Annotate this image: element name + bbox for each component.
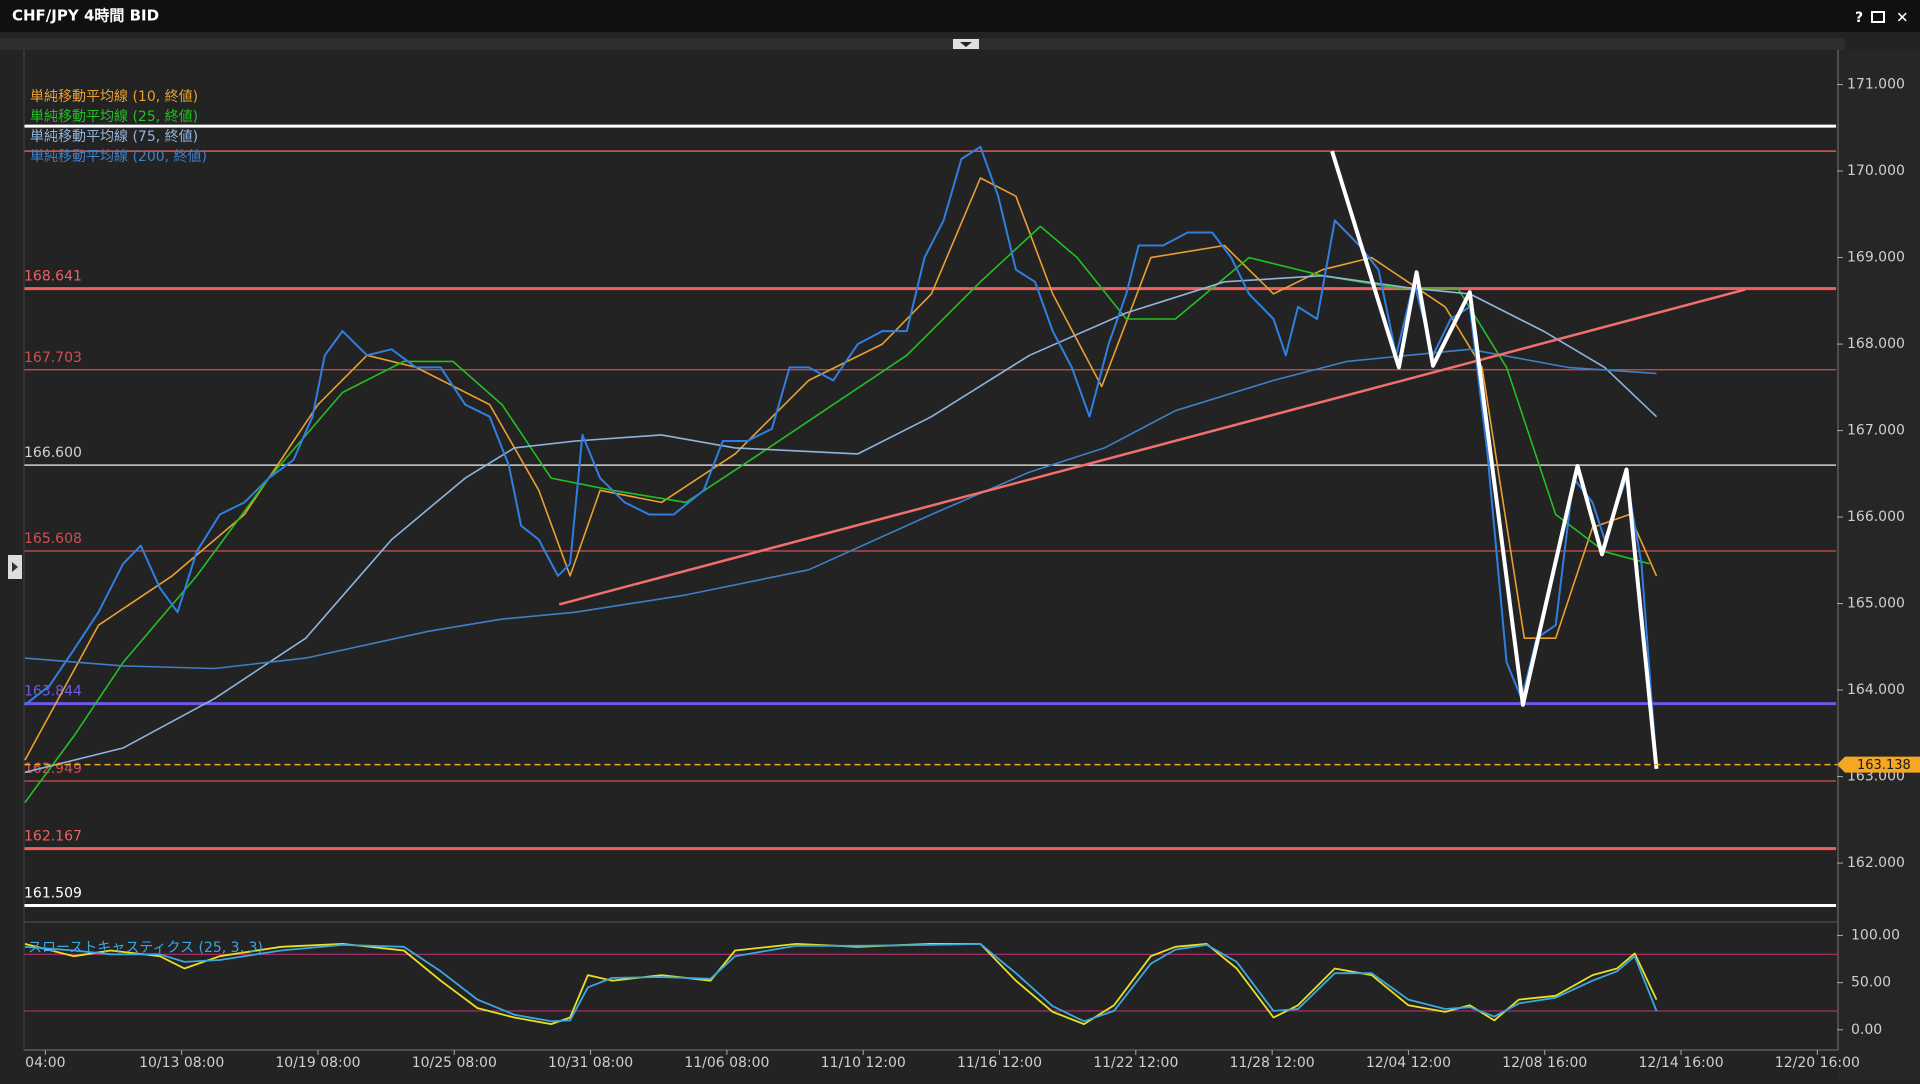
right-axis-area — [1838, 50, 1920, 1080]
x-tick-label: 10/31 08:00 — [548, 1055, 633, 1071]
level-label: 165.608 — [24, 531, 82, 547]
x-tick-label: 10/13 08:00 — [139, 1055, 224, 1071]
y-tick-label: 162.000 — [1847, 855, 1905, 871]
oscillator-line — [24, 943, 1658, 1023]
y-tick-label: 165.000 — [1847, 596, 1905, 612]
y-tick-label: 168.000 — [1847, 336, 1905, 352]
y-tick-label: 170.000 — [1847, 163, 1905, 179]
y-tick-label: 50.00 — [1851, 975, 1891, 991]
moving-average-line — [24, 225, 1650, 803]
legend-entry: 単純移動平均線 (75, 終値) — [30, 129, 198, 145]
level-label: 166.600 — [24, 445, 82, 461]
moving-average-line — [24, 348, 1657, 670]
help-button[interactable]: ? — [1855, 10, 1863, 26]
y-tick-label: 0.00 — [1851, 1022, 1882, 1038]
x-tick-label: 04:00 — [25, 1055, 65, 1071]
drawing-line — [1330, 150, 1659, 769]
y-tick-label: 166.000 — [1847, 509, 1905, 525]
x-tick-label: 11/28 12:00 — [1230, 1055, 1315, 1071]
y-tick-label: 171.000 — [1847, 77, 1905, 93]
y-tick-label: 169.000 — [1847, 250, 1905, 266]
side-toggle-arrow — [12, 562, 18, 572]
close-button[interactable]: ✕ — [1896, 9, 1909, 27]
legend-entry: 単純移動平均線 (200, 終値) — [30, 149, 207, 165]
x-tick-label: 10/19 08:00 — [275, 1055, 360, 1071]
x-tick-label: 12/08 16:00 — [1502, 1055, 1587, 1071]
x-tick-label: 10/25 08:00 — [412, 1055, 497, 1071]
level-label: 163.844 — [24, 684, 82, 700]
window-title: CHF/JPY 4時間 BID — [12, 7, 159, 25]
title-bar — [0, 0, 1920, 32]
x-tick-label: 11/22 12:00 — [1093, 1055, 1178, 1071]
drawing-line — [558, 288, 1746, 606]
collapse-arrow — [960, 42, 972, 47]
moving-average-line — [24, 274, 1658, 774]
x-tick-label: 12/04 12:00 — [1366, 1055, 1451, 1071]
level-label: 161.509 — [24, 886, 82, 902]
legend-entry: 単純移動平均線 (25, 終値) — [30, 109, 198, 125]
x-tick-label: 12/14 16:00 — [1638, 1055, 1723, 1071]
x-tick-label: 11/06 08:00 — [684, 1055, 769, 1071]
panel-title: スローストキャスティクス (25, 3, 3) — [28, 940, 263, 956]
y-tick-label: 167.000 — [1847, 423, 1905, 439]
maximize-button[interactable] — [1871, 11, 1885, 23]
current-price-tag — [1837, 756, 1920, 773]
x-tick-label: 11/16 12:00 — [957, 1055, 1042, 1071]
level-label: 168.641 — [24, 269, 82, 285]
x-tick-label: 12/20 16:00 — [1775, 1055, 1860, 1071]
toolbar-strip — [0, 38, 1845, 50]
legend-entry: 単純移動平均線 (10, 終値) — [30, 89, 198, 105]
y-tick-label: 100.00 — [1851, 927, 1900, 943]
current-price-label: 163.138 — [1857, 758, 1911, 773]
y-tick-label: 164.000 — [1847, 682, 1905, 698]
price-line — [24, 145, 1658, 767]
x-tick-label: 11/10 12:00 — [821, 1055, 906, 1071]
level-label: 167.703 — [24, 350, 82, 366]
level-label: 162.167 — [24, 829, 82, 845]
